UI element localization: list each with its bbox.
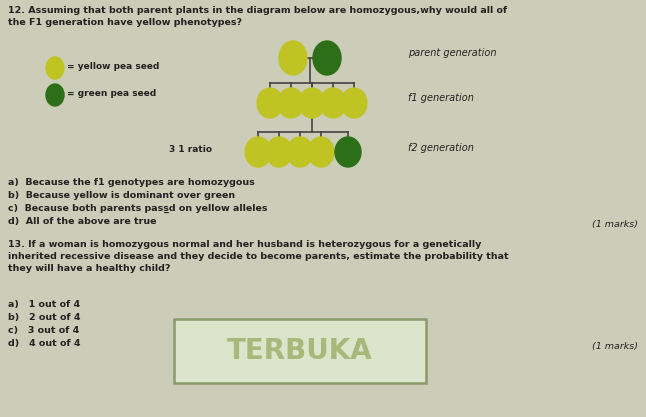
Text: 3 1 ratio: 3 1 ratio	[169, 145, 212, 154]
Text: f2 generation: f2 generation	[408, 143, 474, 153]
Ellipse shape	[299, 88, 325, 118]
Text: d)  All of the above are true: d) All of the above are true	[8, 217, 156, 226]
Text: a)   1 out of 4: a) 1 out of 4	[8, 300, 80, 309]
Ellipse shape	[245, 137, 271, 167]
Ellipse shape	[278, 88, 304, 118]
Text: c)   3 out of 4: c) 3 out of 4	[8, 326, 79, 335]
Ellipse shape	[341, 88, 367, 118]
Text: (1 marks): (1 marks)	[592, 342, 638, 351]
Ellipse shape	[266, 137, 292, 167]
Text: = yellow pea seed: = yellow pea seed	[67, 62, 160, 71]
Ellipse shape	[279, 41, 307, 75]
Text: (1 marks): (1 marks)	[592, 220, 638, 229]
Text: 12. Assuming that both parent plants in the diagram below are homozygous,why wou: 12. Assuming that both parent plants in …	[8, 6, 507, 27]
Text: d)   4 out of 4: d) 4 out of 4	[8, 339, 81, 348]
Text: parent generation: parent generation	[408, 48, 497, 58]
Text: f1 generation: f1 generation	[408, 93, 474, 103]
Ellipse shape	[46, 57, 64, 79]
Ellipse shape	[257, 88, 283, 118]
Text: a)  Because the f1 genotypes are homozygous: a) Because the f1 genotypes are homozygo…	[8, 178, 255, 187]
Ellipse shape	[320, 88, 346, 118]
Text: c)  Because both parents pass̲d on yellow alleles: c) Because both parents pass̲d on yellow…	[8, 204, 267, 213]
Text: TERBUKA: TERBUKA	[227, 337, 373, 365]
Ellipse shape	[46, 84, 64, 106]
Ellipse shape	[308, 137, 334, 167]
Ellipse shape	[313, 41, 341, 75]
Ellipse shape	[335, 137, 361, 167]
Text: = green pea seed: = green pea seed	[67, 89, 156, 98]
Text: 13. If a woman is homozygous normal and her husband is heterozygous for a geneti: 13. If a woman is homozygous normal and …	[8, 240, 508, 273]
Text: b)  Because yellow is dominant over green: b) Because yellow is dominant over green	[8, 191, 235, 200]
Ellipse shape	[287, 137, 313, 167]
Text: b)   2 out of 4: b) 2 out of 4	[8, 313, 81, 322]
FancyBboxPatch shape	[174, 319, 426, 383]
